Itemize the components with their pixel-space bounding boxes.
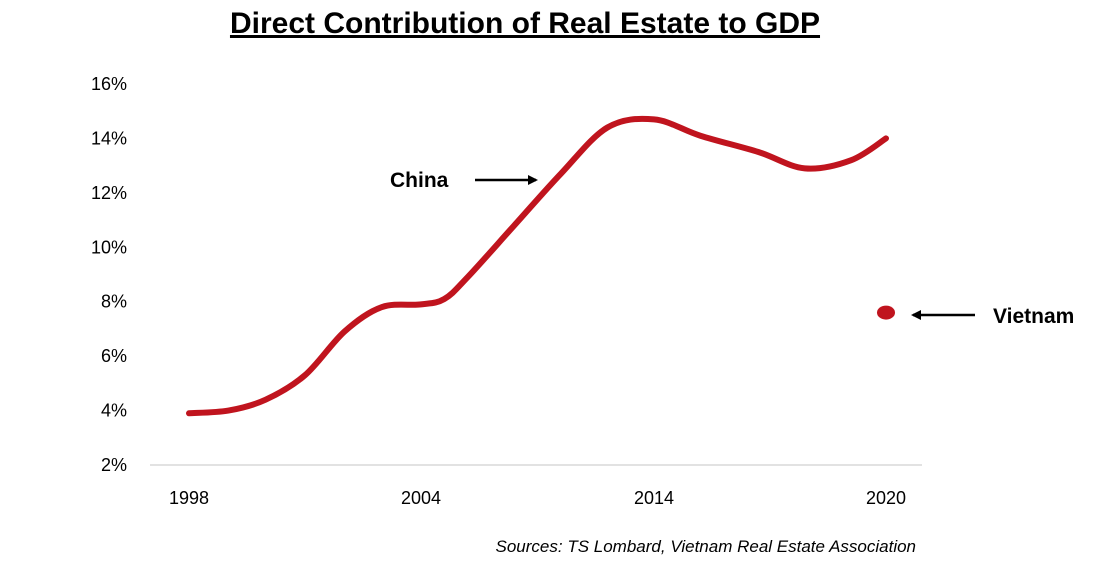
y-tick-label: 16%: [91, 74, 127, 94]
x-tick-label: 1998: [169, 488, 209, 508]
y-tick-label: 14%: [91, 128, 127, 148]
y-tick-label: 10%: [91, 237, 127, 257]
y-tick-label: 4%: [101, 401, 127, 421]
y-tick-label: 8%: [101, 292, 127, 312]
y-tick-label: 2%: [101, 455, 127, 475]
vietnam-data-point: [877, 305, 895, 320]
x-axis-ticks: 1998 2004 2014 2020: [169, 488, 906, 508]
source-note: Sources: TS Lombard, Vietnam Real Estate…: [496, 537, 916, 556]
x-tick-label: 2014: [634, 488, 674, 508]
y-tick-label: 12%: [91, 183, 127, 203]
chart-title: Direct Contribution of Real Estate to GD…: [230, 7, 820, 40]
y-tick-label: 6%: [101, 346, 127, 366]
china-annotation-label: China: [390, 169, 449, 192]
y-axis-ticks: 16% 14% 12% 10% 8% 6% 4% 2%: [91, 74, 127, 475]
x-tick-label: 2020: [866, 488, 906, 508]
vietnam-annotation-label: Vietnam: [993, 305, 1074, 328]
x-tick-label: 2004: [401, 488, 441, 508]
china-series-line: [186, 115, 889, 417]
